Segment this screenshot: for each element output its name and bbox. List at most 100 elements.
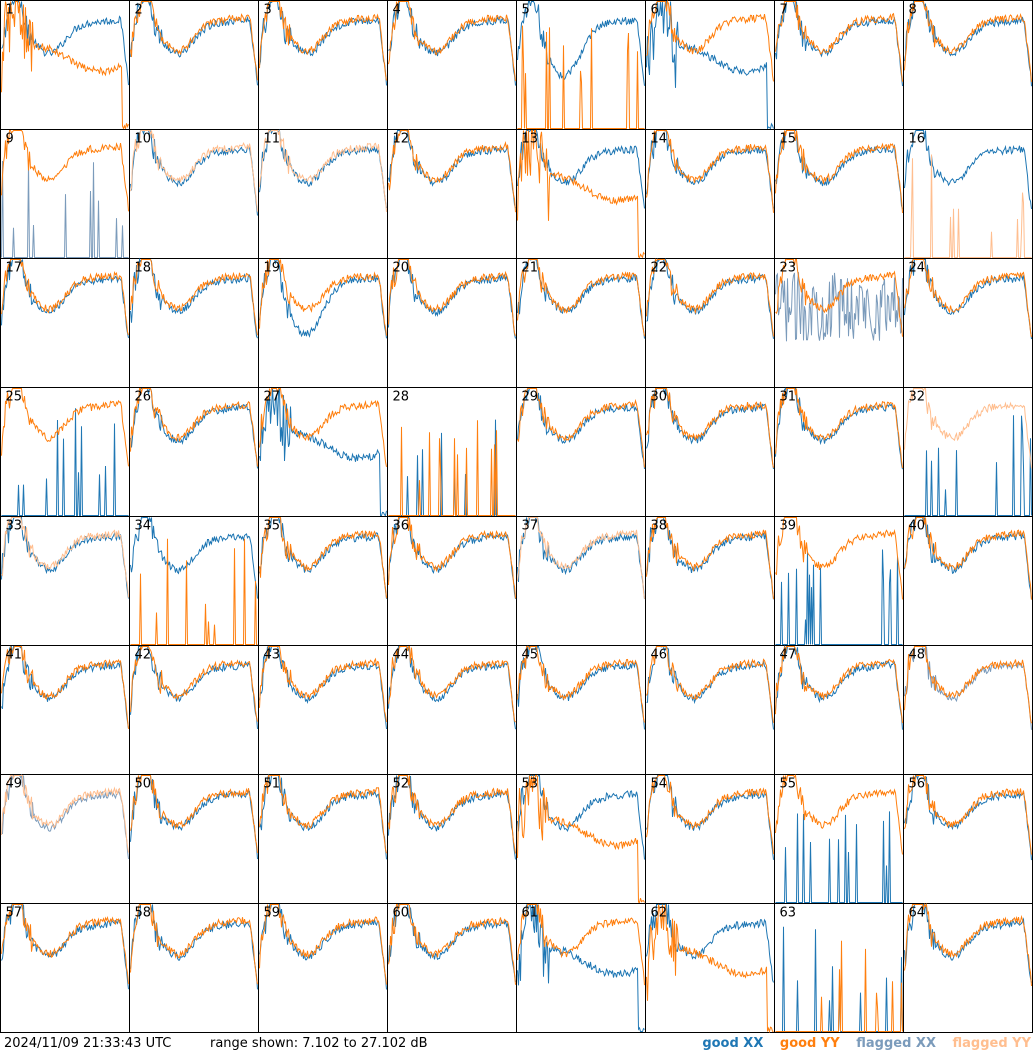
panel-45: 45 bbox=[516, 645, 646, 775]
panel-label: 63 bbox=[780, 906, 797, 921]
panel-24: 24 bbox=[903, 258, 1033, 388]
panel-label: 45 bbox=[522, 648, 539, 663]
panel-label: 34 bbox=[135, 519, 152, 534]
legend-good-xx: good XX bbox=[702, 1036, 764, 1051]
panel-20: 20 bbox=[387, 258, 517, 388]
panel-64: 64 bbox=[903, 902, 1033, 1033]
panel-6: 6 bbox=[645, 0, 775, 131]
panel-label: 2 bbox=[135, 3, 143, 18]
series-yy bbox=[1, 259, 129, 336]
panel-label: 5 bbox=[522, 3, 530, 18]
series-yy bbox=[517, 517, 645, 599]
panel-label: 36 bbox=[393, 519, 410, 534]
panel-label: 44 bbox=[393, 648, 410, 663]
panel-30: 30 bbox=[645, 387, 775, 517]
panel-label: 14 bbox=[651, 132, 668, 147]
series-yy bbox=[904, 388, 1032, 469]
series-xx bbox=[904, 259, 1032, 340]
panel-61: 61 bbox=[516, 903, 646, 1033]
series-yy bbox=[904, 1, 1032, 83]
panel-40: 40 bbox=[903, 516, 1033, 646]
panel-22: 22 bbox=[645, 257, 775, 388]
panel-label: 4 bbox=[393, 3, 401, 18]
panel-label: 43 bbox=[264, 648, 281, 663]
panel-28: 28 bbox=[387, 387, 517, 517]
series-xx bbox=[259, 388, 387, 517]
panel-label: 33 bbox=[6, 519, 23, 534]
panel-frame bbox=[903, 903, 1033, 1033]
series-yy bbox=[646, 775, 774, 855]
panel-label: 46 bbox=[651, 648, 668, 663]
panel-21: 21 bbox=[516, 258, 646, 388]
panel-label: 58 bbox=[135, 906, 152, 921]
panel-16: 16 bbox=[903, 129, 1033, 259]
panel-37: 37 bbox=[516, 516, 646, 646]
panel-frame bbox=[903, 516, 1033, 646]
panel-label: 11 bbox=[264, 132, 281, 147]
series-yy bbox=[259, 904, 387, 985]
panel-33: 33 bbox=[0, 516, 130, 646]
series-yy bbox=[517, 259, 645, 337]
panel-label: 12 bbox=[393, 132, 410, 147]
panel-32: 32 bbox=[903, 387, 1033, 517]
series-xx bbox=[259, 0, 387, 86]
panel-34: 34 bbox=[129, 516, 259, 646]
panel-label: 41 bbox=[6, 648, 23, 663]
panel-label: 40 bbox=[909, 519, 926, 534]
panel-frame bbox=[0, 387, 130, 517]
series-yy bbox=[1, 388, 129, 467]
series-yy bbox=[1, 517, 129, 598]
panel-frame bbox=[516, 258, 646, 388]
panel-label: 50 bbox=[135, 777, 152, 792]
series-yy bbox=[130, 130, 258, 212]
panel-label: 35 bbox=[264, 519, 281, 534]
panel-1: 1 bbox=[0, 0, 130, 131]
series-yy bbox=[130, 259, 258, 336]
legend-flagged-yy: flagged YY bbox=[952, 1036, 1032, 1051]
series-yy bbox=[259, 774, 387, 854]
series-yy bbox=[904, 154, 1032, 258]
panel-label: 37 bbox=[522, 519, 539, 534]
panel-19: 19 bbox=[258, 258, 388, 388]
panel-7: 7 bbox=[774, 0, 904, 130]
series-yy bbox=[1, 130, 129, 212]
panel-27: 27 bbox=[258, 387, 388, 517]
series-yy bbox=[388, 775, 516, 854]
series-yy bbox=[259, 1, 387, 81]
series-yy bbox=[388, 517, 516, 599]
series-yy bbox=[517, 904, 645, 986]
panel-12: 12 bbox=[387, 129, 517, 259]
panel-label: 62 bbox=[651, 906, 668, 921]
series-yy bbox=[517, 388, 645, 468]
panel-5: 5 bbox=[516, 0, 646, 130]
panel-label: 1 bbox=[6, 3, 14, 18]
panel-frame bbox=[387, 903, 517, 1033]
panel-frame bbox=[645, 258, 775, 388]
series-xx bbox=[1, 160, 129, 258]
panel-54: 54 bbox=[645, 774, 775, 904]
series-yy bbox=[646, 258, 774, 337]
panel-label: 30 bbox=[651, 390, 668, 405]
series-yy bbox=[388, 420, 516, 516]
series-yy bbox=[775, 646, 903, 724]
series-yy bbox=[130, 1, 258, 81]
series-xx bbox=[517, 388, 645, 469]
panel-frame bbox=[387, 774, 517, 904]
panel-label: 61 bbox=[522, 906, 539, 921]
legend-good-yy: good YY bbox=[779, 1036, 840, 1051]
panel-frame bbox=[258, 645, 388, 775]
panel-2: 2 bbox=[129, 0, 259, 130]
series-yy bbox=[1, 1, 129, 131]
series-yy bbox=[517, 646, 645, 723]
panel-label: 18 bbox=[135, 261, 152, 276]
series-yy bbox=[388, 645, 516, 723]
series-yy bbox=[904, 646, 1032, 724]
panel-label: 21 bbox=[522, 261, 539, 276]
panel-38: 38 bbox=[645, 516, 775, 646]
panel-29: 29 bbox=[516, 387, 646, 517]
panel-48: 48 bbox=[903, 645, 1033, 775]
panel-41: 41 bbox=[0, 645, 130, 775]
panel-frame bbox=[129, 129, 259, 259]
panel-frame bbox=[0, 645, 130, 775]
